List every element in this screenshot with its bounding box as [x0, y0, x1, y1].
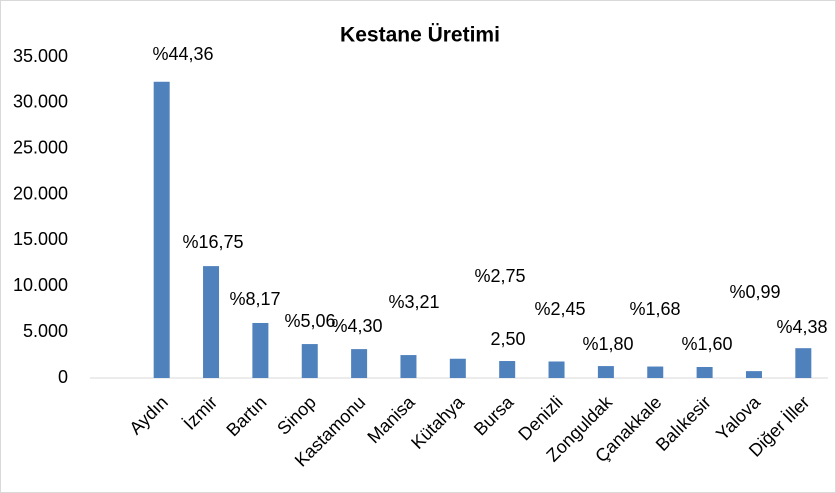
y-tick-label: 15.000 — [13, 229, 68, 249]
y-tick-label: 20.000 — [13, 183, 68, 203]
bar — [301, 344, 318, 378]
data-label: %16,75 — [182, 232, 243, 252]
data-label: %3,21 — [388, 292, 439, 312]
data-label: %0,99 — [729, 282, 780, 302]
data-label: %1,60 — [681, 334, 732, 354]
data-label: %1,68 — [629, 299, 680, 319]
bar — [548, 361, 565, 378]
bar — [647, 366, 664, 378]
bar — [400, 355, 417, 378]
data-label: %1,80 — [582, 334, 633, 354]
data-label: %44,36 — [152, 44, 213, 64]
y-tick-label: 10.000 — [13, 275, 68, 295]
y-tick-label: 0 — [58, 367, 68, 387]
bar — [795, 348, 812, 378]
bar — [449, 358, 466, 378]
bar — [252, 322, 269, 378]
y-tick-label: 5.000 — [23, 321, 68, 341]
bar — [499, 361, 516, 378]
bar — [153, 81, 170, 379]
bar — [745, 371, 762, 378]
data-label: %2,45 — [534, 299, 585, 319]
y-tick-label: 35.000 — [13, 46, 68, 66]
data-label: %5,06 — [284, 311, 335, 331]
chart-title: Kestane Üretimi — [340, 24, 500, 47]
data-label: 2,50 — [490, 329, 525, 349]
bar — [696, 366, 713, 378]
data-label: %4,30 — [331, 316, 382, 336]
bar — [351, 349, 368, 378]
y-tick-label: 25.000 — [13, 137, 68, 157]
data-label: %8,17 — [229, 289, 280, 309]
data-label: %2,75 — [474, 266, 525, 286]
bar — [597, 366, 614, 378]
y-tick-label: 30.000 — [13, 92, 68, 112]
bar — [203, 266, 220, 378]
data-label: %4,38 — [776, 317, 827, 337]
